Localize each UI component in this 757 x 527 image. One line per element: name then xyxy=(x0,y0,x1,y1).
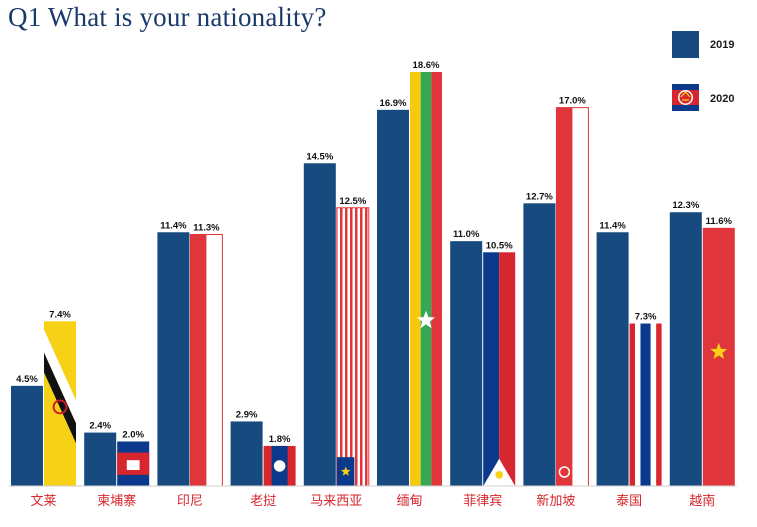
flag-stripe xyxy=(656,323,662,486)
bar-2020-laos xyxy=(263,445,296,486)
bar-2020-singapore xyxy=(555,107,589,487)
category-label: 文莱 xyxy=(30,494,56,509)
flag-field xyxy=(702,227,735,486)
category-label: 马来西亚 xyxy=(310,494,362,509)
value-label-2019: 16.9% xyxy=(380,98,407,109)
flag-stripe xyxy=(44,352,76,444)
bar-2020-vietnam xyxy=(702,227,735,486)
value-label-2020: 11.3% xyxy=(193,222,220,233)
legend-label-2019: 2019 xyxy=(710,39,734,51)
value-label-2020: 7.4% xyxy=(49,309,71,320)
asean-flag-icon xyxy=(672,84,699,111)
category-label: 泰国 xyxy=(616,494,642,509)
bar-2019-laos xyxy=(230,421,263,486)
vietnam-star-icon xyxy=(710,342,728,359)
value-label-2020: 11.6% xyxy=(706,216,733,227)
value-label-2019: 4.5% xyxy=(16,374,38,385)
category-label: 越南 xyxy=(689,493,715,509)
bar-2019-thailand xyxy=(596,232,629,486)
value-label-2019: 14.5% xyxy=(306,151,333,162)
value-label-2019: 11.4% xyxy=(160,220,187,231)
value-label-2020: 17.0% xyxy=(559,96,586,107)
flag-stripe xyxy=(483,252,500,486)
angkor-wat-icon xyxy=(126,460,140,470)
bar-2020-indonesia xyxy=(189,233,223,487)
bar-2020-philippines xyxy=(483,252,516,486)
value-label-2019: 2.9% xyxy=(236,409,258,420)
value-label-2020: 10.5% xyxy=(486,240,513,251)
flag-stripe xyxy=(420,72,432,486)
legend: 2019 2020 xyxy=(672,31,734,111)
bar-2019-philippines xyxy=(450,241,483,486)
value-label-2020: 7.3% xyxy=(635,312,657,323)
value-label-2020: 2.0% xyxy=(122,429,144,440)
bar-2020-myanmar xyxy=(410,72,442,486)
value-label-2020: 12.5% xyxy=(339,196,366,207)
bar-2019-cambodia xyxy=(84,432,117,486)
myanmar-star-icon xyxy=(416,310,436,329)
legend-swatch-2019 xyxy=(672,31,699,58)
value-label-2019: 11.4% xyxy=(599,220,626,231)
malaysia-star-icon xyxy=(340,466,351,476)
category-label: 菲律宾 xyxy=(463,493,502,509)
flag-stripe xyxy=(431,72,442,486)
bar-2019-singapore xyxy=(523,203,556,487)
value-label-2019: 11.0% xyxy=(453,229,480,240)
value-label-2020: 1.8% xyxy=(269,434,291,445)
flag-stripe xyxy=(629,323,636,486)
singapore-crescent-icon xyxy=(558,466,571,478)
flag-stripe xyxy=(635,323,641,486)
flag-stripe xyxy=(650,323,657,486)
asean-rice-icon xyxy=(680,91,691,101)
category-label: 印尼 xyxy=(177,494,203,509)
category-label: 老挝 xyxy=(250,494,276,509)
philippines-sun-icon xyxy=(495,470,504,479)
flag-stripe xyxy=(499,252,516,486)
legend-label-2020: 2020 xyxy=(710,93,734,105)
laos-moon-icon xyxy=(273,460,286,472)
flag-stripe xyxy=(556,107,573,486)
bar-2020-malaysia xyxy=(336,207,370,487)
value-label-2019: 2.4% xyxy=(89,421,111,432)
bar-2019-indonesia xyxy=(157,232,190,486)
flag-stripe xyxy=(410,72,421,486)
bar-2020-thailand xyxy=(629,323,662,486)
flag-stripe xyxy=(44,329,76,424)
value-label-2019: 12.3% xyxy=(672,200,699,211)
category-label: 缅甸 xyxy=(396,494,422,509)
flag-stripe xyxy=(640,323,651,486)
flag-field xyxy=(336,207,370,487)
category-label: 柬埔寨 xyxy=(97,493,136,509)
bar-2019-malaysia xyxy=(303,163,336,487)
bar-2019-brunei xyxy=(11,385,43,486)
value-label-2020: 18.6% xyxy=(413,60,440,71)
chart-title: Q1 What is your nationality? xyxy=(8,2,327,32)
labels-group: 4.5% 7.4% 文莱 2.4% 2.0% 柬埔寨 11.4% 11.3% 印尼 2.9% 1.8… xyxy=(16,60,732,509)
value-label-2019: 12.7% xyxy=(526,191,553,202)
bar-2019-myanmar xyxy=(377,109,409,486)
asean-flag-inner xyxy=(679,91,692,104)
bar-2020-brunei xyxy=(44,321,76,486)
bars-group xyxy=(9,72,737,487)
flag-stripe xyxy=(190,234,207,486)
bar-2020-cambodia xyxy=(117,441,150,486)
category-label: 新加坡 xyxy=(536,493,575,509)
brunei-crest-icon xyxy=(52,399,68,415)
bar-2019-vietnam xyxy=(669,212,702,486)
